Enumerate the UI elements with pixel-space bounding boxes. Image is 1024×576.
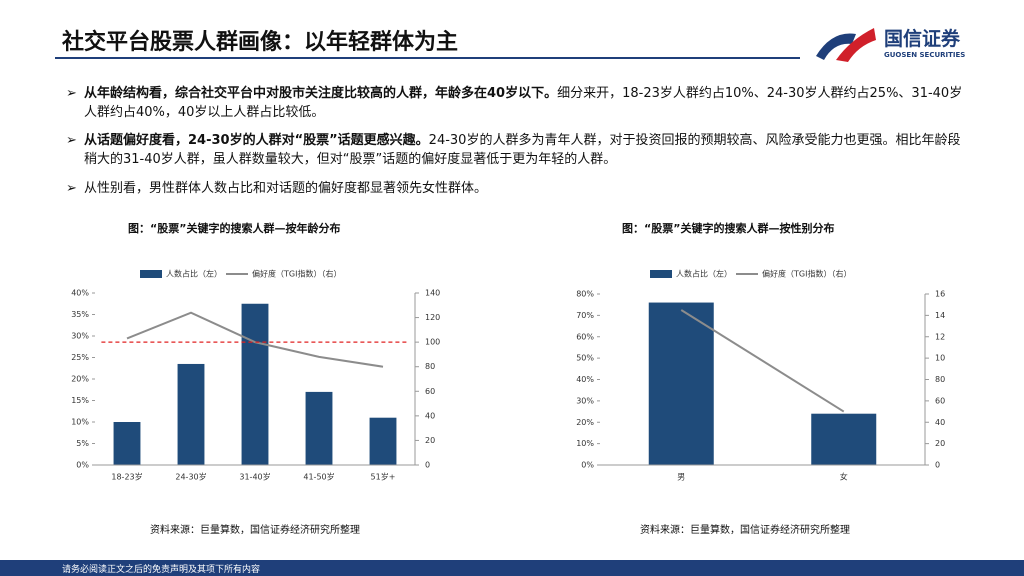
bar xyxy=(305,391,333,465)
logo-en: GUOSEN SECURITIES xyxy=(884,51,966,59)
y2-tick-label: 60 xyxy=(935,396,945,405)
y-tick-label: 40% xyxy=(576,375,594,384)
y2-tick-label: 20 xyxy=(425,436,435,445)
legend-swatch xyxy=(650,270,672,278)
y-tick-label: 40% xyxy=(71,289,89,298)
bar xyxy=(113,422,141,465)
bullet: 从话题偏好度看，24-30岁的人群对“股票”话题更感兴趣。24-30岁的人群多为… xyxy=(66,131,964,169)
title-rule xyxy=(55,57,800,59)
y-tick-label: 30% xyxy=(71,332,89,341)
y2-tick-label: 0 xyxy=(935,461,940,470)
y-tick-label: 0% xyxy=(76,461,89,470)
y-tick-label: 70% xyxy=(576,311,594,320)
chart: 0% 5% 10% 15% 20% 25% 30% 35% 40% 0 20 40 60 80 100 120… xyxy=(71,269,440,482)
y-tick-label: 10% xyxy=(71,418,89,427)
bar xyxy=(811,413,877,465)
legend-label: 偏好度（TGI指数）（右） xyxy=(762,269,851,279)
y2-tick-label: 100 xyxy=(935,354,945,363)
bullet-bold: 从年龄结构看，综合社交平台中对股市关注度比较高的人群，年龄多在40岁以下。 xyxy=(84,86,558,101)
x-tick-label: 女 xyxy=(840,472,848,482)
y-tick-label: 15% xyxy=(71,396,89,405)
bullet: 从年龄结构看，综合社交平台中对股市关注度比较高的人群，年龄多在40岁以下。细分来… xyxy=(66,84,964,122)
line xyxy=(126,311,384,368)
y2-tick-label: 140 xyxy=(425,289,440,298)
y-tick-label: 0% xyxy=(581,461,594,470)
y-tick-label: 20% xyxy=(71,375,89,384)
y-tick-label: 20% xyxy=(576,418,594,427)
y2-tick-label: 0 xyxy=(425,461,430,470)
legend-label: 人数占比（左） xyxy=(676,269,732,279)
legend-swatch xyxy=(140,270,162,278)
y2-tick-label: 160 xyxy=(935,290,945,299)
footer-bar xyxy=(0,560,1024,576)
y2-tick-label: 120 xyxy=(425,313,440,322)
y-tick-label: 25% xyxy=(71,353,89,362)
y-tick-label: 80% xyxy=(576,290,594,299)
y-tick-label: 60% xyxy=(576,332,594,341)
x-tick-label: 24-30岁 xyxy=(175,472,206,482)
bullet-text: 从性别看，男性群体人数占比和对话题的偏好度都显著领先女性群体。 xyxy=(84,181,488,196)
slide-title: 社交平台股票人群画像：以年轻群体为主 xyxy=(62,30,459,55)
bar xyxy=(177,363,205,465)
y-tick-label: 30% xyxy=(576,396,594,405)
x-tick-label: 男 xyxy=(677,473,685,482)
bar xyxy=(369,417,397,465)
source: 资料来源：巨量算数，国信证券经济研究所整理 xyxy=(150,525,360,536)
y2-tick-label: 60 xyxy=(425,387,435,396)
bar xyxy=(648,302,714,465)
y2-tick-label: 40 xyxy=(425,411,435,420)
bullet-bold: 从话题偏好度看，24-30岁的人群对“股票”话题更感兴趣。 xyxy=(84,133,429,148)
chart: 0% 10% 20% 30% 40% 50% 60% 70% 80% 0 20 40 60 80 100 12… xyxy=(576,269,945,482)
x-tick-label: 18-23岁 xyxy=(111,472,142,482)
legend-label: 人数占比（左） xyxy=(166,269,222,279)
bar xyxy=(241,303,269,465)
y-tick-label: 5% xyxy=(76,439,89,448)
footer-text: 请务必阅读正文之后的免责声明及其项下所有内容 xyxy=(62,565,261,575)
bullet-text: 细分来开，18-23岁人群约占10%、24-30岁人群约占25%、31-40岁人… xyxy=(84,86,963,120)
x-tick-label: 51岁+ xyxy=(371,472,396,482)
y-tick-label: 35% xyxy=(71,310,89,319)
logo-mark xyxy=(816,28,876,62)
bullet: 从性别看，男性群体人数占比和对话题的偏好度都显著领先女性群体。 xyxy=(66,179,964,198)
y2-tick-label: 100 xyxy=(425,338,440,347)
bullet-text: 24-30岁的人群多为青年人群，对于投资回报的预期较高、风险承受能力也更强。相比… xyxy=(84,133,961,167)
logo-cn: 国信证券 xyxy=(884,28,961,50)
legend-label: 偏好度（TGI指数）（右） xyxy=(252,269,341,279)
y2-tick-label: 120 xyxy=(935,332,945,341)
x-tick-label: 31-40岁 xyxy=(239,472,270,482)
y-tick-label: 50% xyxy=(576,354,594,363)
y2-tick-label: 20 xyxy=(935,439,945,448)
y2-tick-label: 140 xyxy=(935,311,945,320)
y2-tick-label: 80 xyxy=(425,362,435,371)
y2-tick-label: 40 xyxy=(935,418,945,427)
chart-title: 图：“股票”关键字的搜索人群—按年龄分布 xyxy=(128,222,341,235)
source: 资料来源：巨量算数，国信证券经济研究所整理 xyxy=(640,525,850,536)
y2-tick-label: 80 xyxy=(935,375,945,384)
chart-title: 图：“股票”关键字的搜索人群—按性别分布 xyxy=(622,222,835,235)
x-tick-label: 41-50岁 xyxy=(303,472,334,482)
line xyxy=(680,309,845,413)
y-tick-label: 10% xyxy=(576,439,594,448)
